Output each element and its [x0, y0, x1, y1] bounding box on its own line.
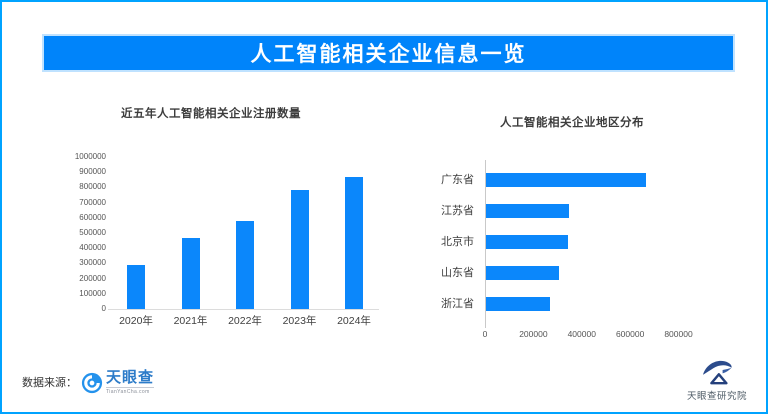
tianyancha-logo: 天眼查 TianYanCha.com	[81, 369, 155, 395]
x-axis-tick-label: 200000	[519, 329, 548, 339]
y-axis-tick-label: 500000	[79, 228, 106, 237]
y-axis-tick-label: 900000	[79, 167, 106, 177]
data-source: 数据来源： 天眼查 TianYanCha.com	[22, 369, 155, 395]
bar-2020年	[127, 264, 145, 309]
bar-2024年	[345, 176, 363, 309]
bar-浙江省	[486, 297, 551, 312]
right-chart-title: 人工智能相关企业地区分布	[500, 117, 644, 129]
x-axis-tick-label: 600000	[615, 329, 645, 339]
category-label: 江苏省	[441, 205, 474, 218]
bar-江苏省	[486, 204, 570, 219]
y-axis-tick-label: 300000	[79, 258, 106, 268]
x-axis-tick-label: 400000	[567, 329, 596, 339]
tianyancha-research-logo: 天眼查研究院	[679, 358, 755, 402]
page-title: 人工智能相关企业信息一览	[250, 43, 527, 66]
y-axis-tick-label: 1000000	[74, 152, 106, 161]
x-axis-label: 2022年	[228, 315, 262, 327]
y-axis-tick-label: 100000	[79, 288, 106, 298]
y-axis-tick-label: 200000	[79, 273, 106, 283]
y-axis-tick-label: 700000	[79, 197, 106, 207]
bar-2022年	[236, 220, 254, 309]
bar-北京市	[486, 235, 569, 250]
x-axis-line	[108, 309, 379, 310]
tianyancha-research-icon	[703, 360, 732, 385]
x-axis-label: 2023年	[282, 315, 317, 327]
category-label: 北京市	[441, 236, 474, 249]
x-axis-label: 2024年	[337, 315, 371, 327]
bar-广东省	[486, 173, 646, 187]
y-axis-tick-label: 0	[101, 304, 106, 313]
x-axis-label: 2021年	[173, 315, 208, 327]
tianyancha-logo-text: 天眼查	[106, 369, 155, 386]
bar-2023年	[290, 190, 309, 309]
tianyancha-swirl-icon	[81, 372, 103, 393]
x-axis-label: 2020年	[119, 315, 153, 327]
tianyancha-logo-text-block: 天眼查 TianYanCha.com	[106, 369, 155, 395]
y-axis-tick-label: 400000	[79, 243, 106, 253]
category-label: 山东省	[441, 267, 474, 280]
research-logo-text: 天眼查研究院	[686, 391, 747, 402]
x-axis-tick-label: 0	[482, 329, 488, 339]
category-label: 广东省	[441, 174, 474, 186]
page-title-banner: 人工智能相关企业信息一览	[42, 34, 735, 72]
data-source-label: 数据来源：	[22, 376, 77, 389]
bar-2021年	[181, 237, 200, 309]
x-axis-tick-mark	[485, 324, 486, 328]
y-axis-tick-label: 800000	[79, 182, 106, 192]
x-axis-tick-label: 800000	[664, 329, 693, 339]
y-axis-line	[485, 160, 486, 324]
bar-山东省	[486, 266, 559, 281]
tianyancha-logo-domain: TianYanCha.com	[106, 387, 155, 395]
category-label: 浙江省	[441, 298, 474, 311]
y-axis-tick-label: 600000	[79, 212, 106, 222]
left-chart-title: 近五年人工智能相关企业注册数量	[121, 108, 301, 120]
